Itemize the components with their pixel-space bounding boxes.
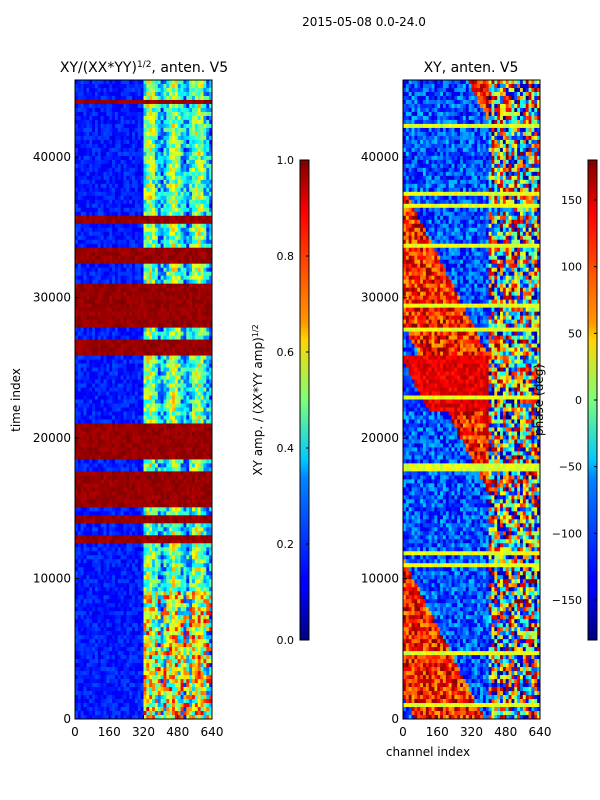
colorbar-tick-label: 100: [561, 261, 582, 274]
panel1-ylabel: time index: [9, 368, 23, 432]
colorbar-tick-label: 0.4: [277, 442, 295, 455]
colorbar1-label: XY amp. / (XX*YY amp)1/2: [251, 324, 266, 475]
colorbar2-label: phase (deg): [532, 364, 546, 436]
panel2-axes: 0 160 320 480 640 0 10000 20000 30000 40000: [361, 150, 552, 739]
colorbar-tick-label: 150: [561, 194, 582, 207]
y-tick-label: 20000: [33, 431, 71, 445]
colorbar-tick-label: −50: [559, 461, 582, 474]
panel1-heatmap: [75, 80, 213, 720]
colorbar-tick-label: 0.8: [277, 250, 295, 263]
colorbar-tick-label: 0: [575, 394, 582, 407]
colorbar-tick-label: 1.0: [277, 154, 295, 167]
y-tick-label: 0: [391, 712, 399, 726]
y-tick-label: 30000: [361, 291, 399, 305]
x-tick-label: 320: [132, 725, 155, 739]
y-tick-label: 20000: [361, 431, 399, 445]
x-tick-label: 640: [529, 725, 552, 739]
colorbar-tick-label: 0.6: [277, 346, 295, 359]
panel2-xlabel: channel index: [386, 745, 470, 759]
x-tick-label: 160: [98, 725, 121, 739]
x-tick-label: 0: [71, 725, 79, 739]
colorbar-amplitude: 0.0 0.2 0.4 0.6 0.8 1.0 XY amp. / (XX*YY amp)…: [251, 154, 310, 647]
colorbar-tick-label: 0.2: [277, 538, 295, 551]
panel-phase: XY, anten. V5 0 160 320 480 640 0 10000 20000 30…: [361, 60, 552, 759]
x-tick-label: 160: [426, 725, 449, 739]
colorbar-tick-label: 50: [568, 327, 582, 340]
panel-amplitude: XY/(XX*YY)1/2, anten. V5 0 160 320 480 640 0 1…: [9, 60, 228, 739]
x-tick-label: 320: [460, 725, 483, 739]
panel1-axes: 0 160 320 480 640 0 10000 20000 30000 40000: [33, 150, 224, 739]
y-tick-label: 30000: [33, 291, 71, 305]
colorbar-tick-label: −150: [552, 594, 582, 607]
y-tick-label: 10000: [33, 572, 71, 586]
x-tick-label: 0: [399, 725, 407, 739]
colorbar-phase: −150 −100 −50 0 50 100 150 phase (deg): [532, 159, 598, 641]
panel2-title: XY, anten. V5: [424, 60, 519, 76]
x-tick-label: 480: [494, 725, 517, 739]
colorbar-tick-label: 0.0: [277, 634, 295, 647]
colorbar-tick-label: −100: [552, 527, 582, 540]
x-tick-label: 640: [201, 725, 224, 739]
figure-suptitle: 2015-05-08 0.0-24.0: [302, 15, 426, 29]
y-tick-label: 0: [63, 712, 71, 726]
panel2-heatmap: [403, 80, 541, 720]
y-tick-label: 40000: [33, 150, 71, 164]
colorbar1-gradient: [299, 159, 310, 641]
y-tick-label: 40000: [361, 150, 399, 164]
x-tick-label: 480: [166, 725, 189, 739]
y-tick-label: 10000: [361, 572, 399, 586]
panel1-title: XY/(XX*YY)1/2, anten. V5: [60, 60, 228, 76]
